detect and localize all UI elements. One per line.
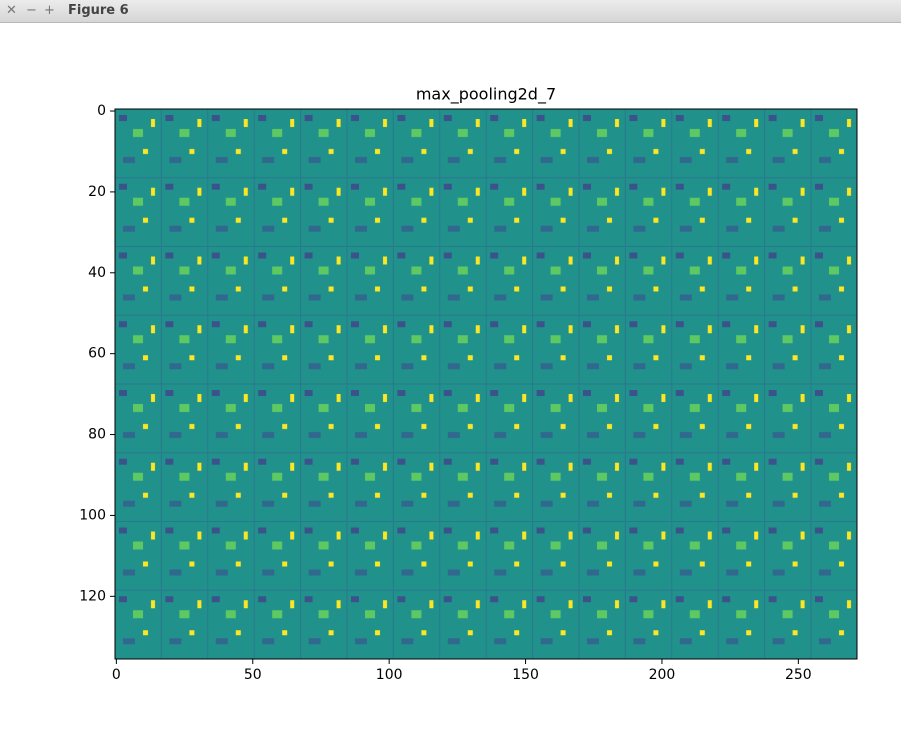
feature-map-image	[115, 109, 857, 659]
chart-title: max_pooling2d_7	[416, 85, 556, 105]
x-tick-label: 0	[112, 667, 121, 683]
x-tick-label: 150	[512, 667, 539, 683]
chart: max_pooling2d_7 0 50 100 150 200 250 0 20 40 60 80…	[79, 85, 858, 683]
y-tick-label: 100	[79, 507, 106, 523]
x-tick-label: 100	[376, 667, 403, 683]
window-title: Figure 6	[68, 3, 129, 18]
title-bar: ✕ − + Figure 6	[0, 0, 901, 23]
x-tick-label: 50	[244, 667, 262, 683]
y-tick-label: 80	[88, 427, 106, 443]
axes-frame	[114, 108, 858, 660]
x-tick-label: 250	[785, 667, 812, 683]
close-button[interactable]: ✕	[6, 3, 17, 18]
y-tick-label: 60	[88, 346, 106, 362]
y-tick-label: 40	[88, 265, 106, 281]
y-tick-label: 0	[97, 103, 106, 119]
y-tick-label: 20	[88, 184, 106, 200]
minimize-button[interactable]: −	[26, 3, 37, 18]
x-tick-label: 200	[649, 667, 676, 683]
y-tick-label: 120	[79, 588, 106, 604]
maximize-button[interactable]: +	[44, 3, 55, 18]
